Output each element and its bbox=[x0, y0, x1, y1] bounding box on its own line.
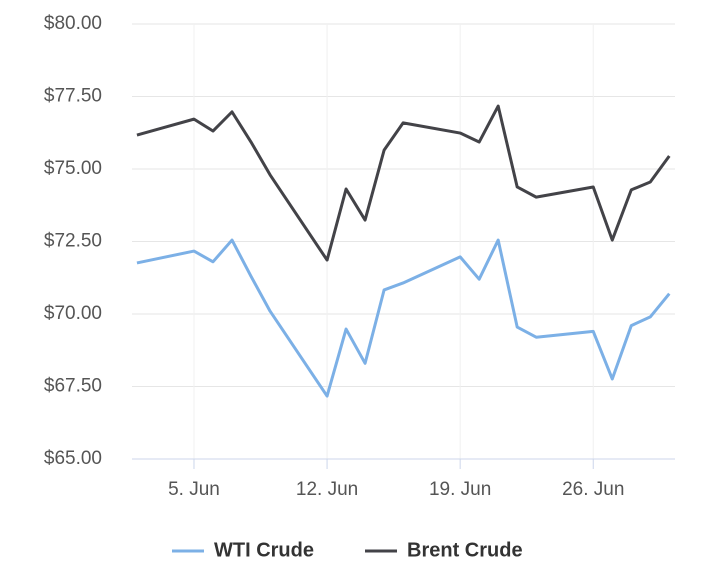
x-tick-label: 12. Jun bbox=[296, 479, 358, 500]
x-tick-label: 19. Jun bbox=[429, 479, 491, 500]
legend-label: Brent Crude bbox=[407, 539, 523, 561]
y-tick-label: $70.00 bbox=[44, 303, 102, 324]
y-tick-label: $72.50 bbox=[44, 231, 102, 252]
line-series bbox=[136, 238, 671, 398]
y-tick-label: $65.00 bbox=[44, 448, 102, 469]
x-tick-label: 5. Jun bbox=[168, 479, 220, 500]
y-tick-label: $67.50 bbox=[44, 376, 102, 397]
legend: WTI Crude Brent Crude bbox=[172, 539, 523, 561]
x-tick-label: 26. Jun bbox=[562, 479, 624, 500]
legend-label: WTI Crude bbox=[214, 539, 314, 561]
y-tick-label: $80.00 bbox=[44, 13, 102, 34]
y-tick-label: $75.00 bbox=[44, 158, 102, 179]
line-series bbox=[136, 104, 671, 262]
y-tick-label: $77.50 bbox=[44, 86, 102, 107]
